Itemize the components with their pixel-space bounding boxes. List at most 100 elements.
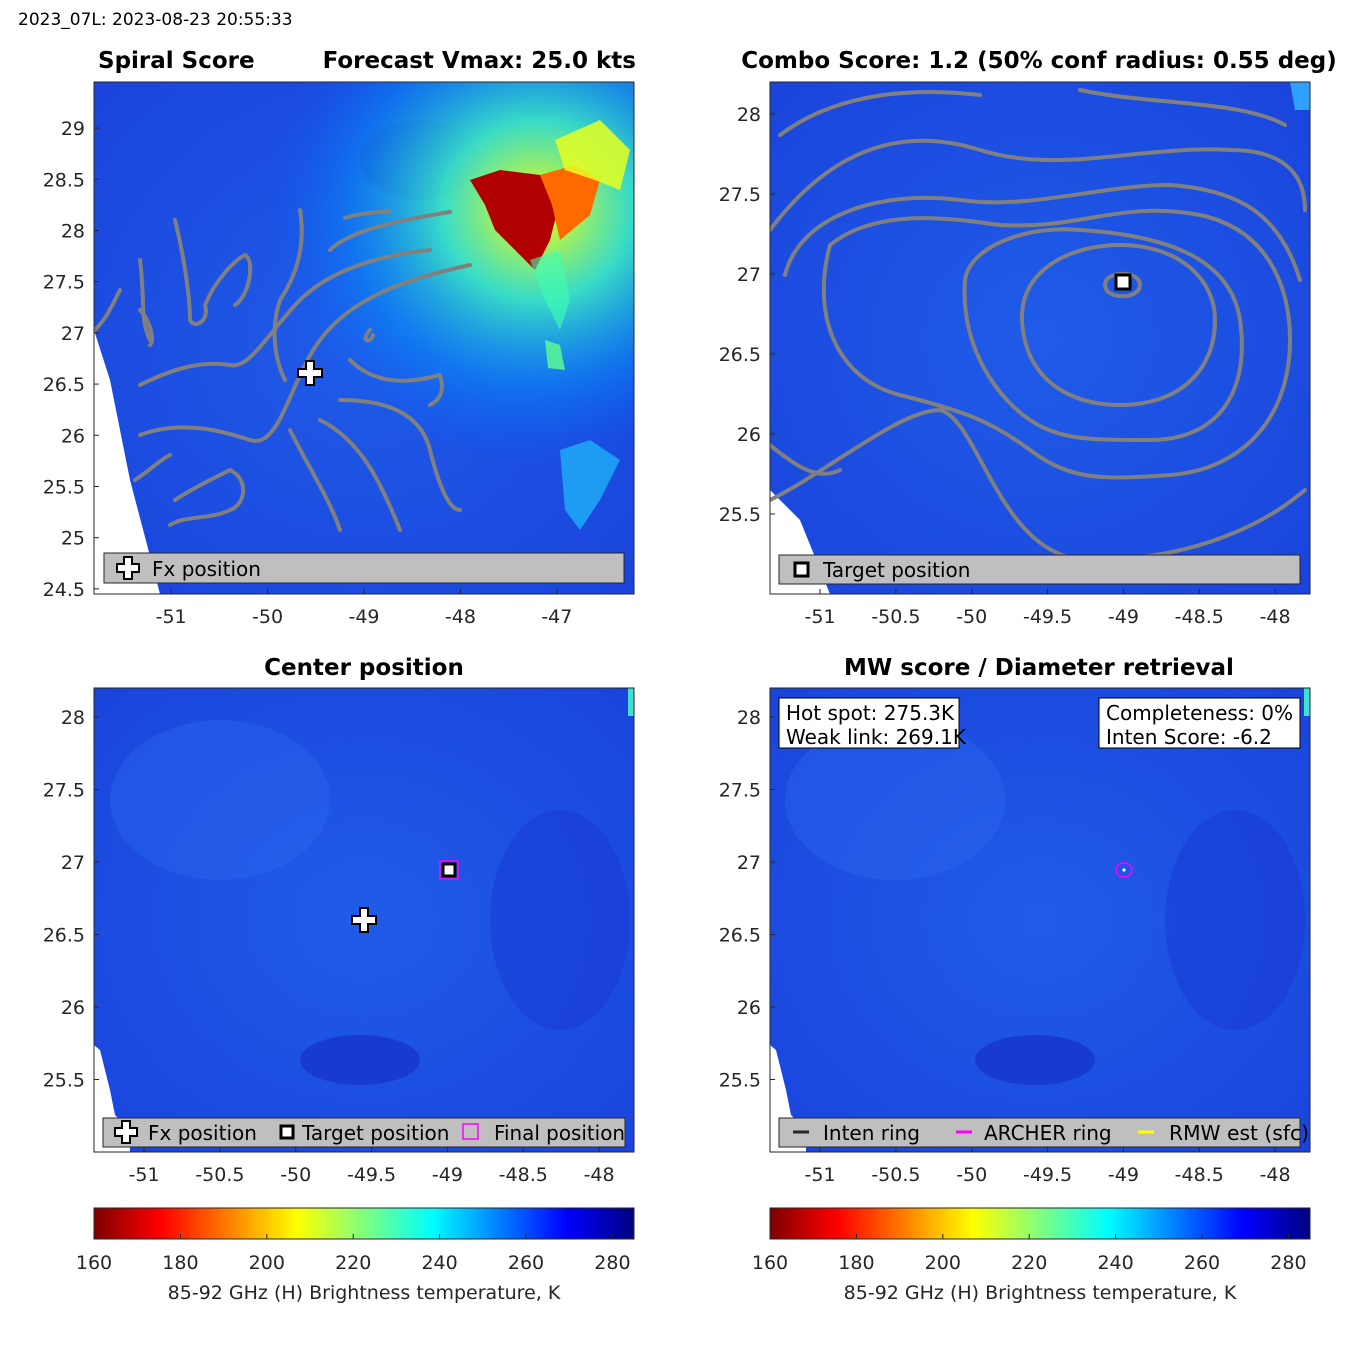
colorbar-left-ticks: 160 180 200 220 240 260 280 — [76, 1234, 631, 1274]
spiral-ytick-label: 24.5 — [43, 579, 85, 601]
mw-info-left: Hot spot: 275.3K Weak link: 269.1K — [778, 697, 967, 749]
center-title: Center position — [264, 655, 464, 681]
panel-spiral-score: Spiral Score Forecast Vmax: 25.0 kts — [43, 48, 636, 628]
mw-xtick-label: -50 — [956, 1164, 987, 1186]
colorbar-tick-label: 200 — [249, 1252, 285, 1274]
combo-ytick-label: 26.5 — [719, 344, 761, 366]
center-xtick-label: -51 — [129, 1164, 160, 1186]
spiral-ytick-label: 29 — [61, 118, 85, 140]
center-ytick-label: 27.5 — [43, 780, 85, 802]
mw-xtick-label: -48.5 — [1175, 1164, 1224, 1186]
magenta-square-icon — [462, 1123, 479, 1140]
spiral-y-axis: 24.5 25 25.5 26 26.5 27 27.5 28 28.5 29 — [43, 118, 99, 601]
spiral-ytick-label: 25 — [61, 528, 85, 550]
combo-xtick-label: -50 — [956, 606, 987, 628]
colorbar-left-label: 85-92 GHz (H) Brightness temperature, K — [168, 1282, 561, 1304]
center-final-position-marker — [439, 860, 459, 880]
mw-xtick-label: -50.5 — [871, 1164, 920, 1186]
colorbar-tick-label: 160 — [76, 1252, 112, 1274]
spiral-legend: Fx position — [103, 552, 625, 584]
center-xtick-label: -48 — [584, 1164, 615, 1186]
colorbar-right: 160 180 200 220 240 260 280 85-92 GHz (H) Brig… — [752, 1207, 1311, 1304]
center-xtick-label: -50 — [280, 1164, 311, 1186]
mw-legend-label-inten: Inten ring — [823, 1121, 920, 1145]
spiral-ytick-label: 26 — [61, 425, 85, 447]
center-xtick-label: -49 — [432, 1164, 463, 1186]
combo-xtick-label: -50.5 — [871, 606, 920, 628]
center-ytick-label: 27 — [61, 852, 85, 874]
center-ytick-label: 25.5 — [43, 1070, 85, 1092]
cross-icon — [116, 556, 140, 580]
mw-info-right: Completeness: 0% Inten Score: -6.2 — [1098, 697, 1301, 749]
hot-spot-text: Hot spot: 275.3K — [786, 701, 955, 725]
mw-xtick-label: -49.5 — [1023, 1164, 1072, 1186]
colorbar-tick-label: 220 — [335, 1252, 371, 1274]
center-legend-label-final: Final position — [494, 1121, 625, 1145]
spiral-ytick-label: 25.5 — [43, 476, 85, 498]
spiral-x-axis: -51 -50 -49 -48 -47 — [156, 589, 572, 628]
spiral-legend-label: Fx position — [152, 557, 261, 581]
colorbar-tick-label: 180 — [838, 1252, 874, 1274]
center-ytick-label: 26 — [61, 997, 85, 1019]
spiral-xtick-label: -50 — [252, 606, 283, 628]
combo-ytick-label: 28 — [737, 104, 761, 126]
square-icon — [793, 561, 810, 578]
combo-xtick-label: -48.5 — [1175, 606, 1224, 628]
center-xtick-label: -50.5 — [195, 1164, 244, 1186]
mw-ytick-label: 27 — [737, 852, 761, 874]
combo-target-position-marker — [1114, 273, 1132, 291]
mw-y-axis: 25.5 26 26.5 27 27.5 28 — [719, 707, 775, 1092]
colorbar-tick-label: 200 — [925, 1252, 961, 1274]
colorbar-tick-label: 260 — [1184, 1252, 1220, 1274]
spiral-title-right: Forecast Vmax: 25.0 kts — [323, 48, 636, 74]
completeness-text: Completeness: 0% — [1106, 701, 1293, 725]
colorbar-tick-label: 280 — [594, 1252, 630, 1274]
center-x-axis: -51 -50.5 -50 -49.5 -49 -48.5 -48 — [129, 1147, 615, 1186]
colorbar-tick-label: 240 — [1097, 1252, 1133, 1274]
combo-xtick-label: -51 — [805, 606, 836, 628]
spiral-fx-position-marker — [297, 360, 323, 386]
weak-link-text: Weak link: 269.1K — [786, 725, 967, 749]
colorbar-left: 160 180 200 220 240 260 280 85-92 GHz (H) Brig… — [76, 1207, 635, 1304]
mw-ytick-label: 27.5 — [719, 780, 761, 802]
center-legend-label-target: Target position — [301, 1121, 449, 1145]
colorbar-left-gradient — [93, 1207, 635, 1240]
colorbar-right-label: 85-92 GHz (H) Brightness temperature, K — [844, 1282, 1237, 1304]
colorbar-tick-label: 240 — [421, 1252, 457, 1274]
spiral-image — [94, 82, 634, 594]
colorbar-tick-label: 180 — [162, 1252, 198, 1274]
mw-ytick-label: 28 — [737, 707, 761, 729]
spiral-ytick-label: 27 — [61, 323, 85, 345]
center-xtick-label: -48.5 — [499, 1164, 548, 1186]
center-legend: Fx position Target position Final positi… — [102, 1117, 626, 1148]
panel-combo-score: Combo Score: 1.2 (50% conf radius: 0.55 … — [719, 48, 1337, 628]
mw-xtick-label: -51 — [805, 1164, 836, 1186]
timestamp-header: 2023_07L: 2023-08-23 20:55:33 — [18, 10, 293, 30]
spiral-title-left: Spiral Score — [98, 48, 255, 74]
colorbar-tick-label: 220 — [1011, 1252, 1047, 1274]
mw-ytick-label: 25.5 — [719, 1070, 761, 1092]
spiral-xtick-label: -49 — [348, 606, 379, 628]
combo-xtick-label: -49 — [1108, 606, 1139, 628]
spiral-xtick-label: -48 — [445, 606, 476, 628]
combo-y-axis: 25.5 26 26.5 27 27.5 28 — [719, 104, 775, 526]
combo-legend: Target position — [778, 554, 1301, 585]
combo-axes-frame — [769, 81, 1311, 595]
center-ytick-label: 28 — [61, 707, 85, 729]
center-xtick-label: -49.5 — [347, 1164, 396, 1186]
center-image — [94, 688, 634, 1152]
spiral-ytick-label: 27.5 — [43, 272, 85, 294]
mw-ytick-label: 26 — [737, 997, 761, 1019]
center-ytick-label: 26.5 — [43, 925, 85, 947]
mw-ytick-label: 26.5 — [719, 925, 761, 947]
center-axes-frame — [93, 687, 635, 1153]
combo-image — [770, 82, 1310, 594]
combo-legend-label: Target position — [822, 558, 970, 582]
center-fx-position-marker — [351, 907, 377, 933]
center-y-axis: 25.5 26 26.5 27 27.5 28 — [43, 707, 99, 1092]
spiral-ytick-label: 28 — [61, 220, 85, 242]
colorbar-tick-label: 280 — [1270, 1252, 1306, 1274]
mw-legend-label-archer: ARCHER ring — [984, 1121, 1112, 1145]
spiral-xtick-label: -51 — [156, 606, 187, 628]
